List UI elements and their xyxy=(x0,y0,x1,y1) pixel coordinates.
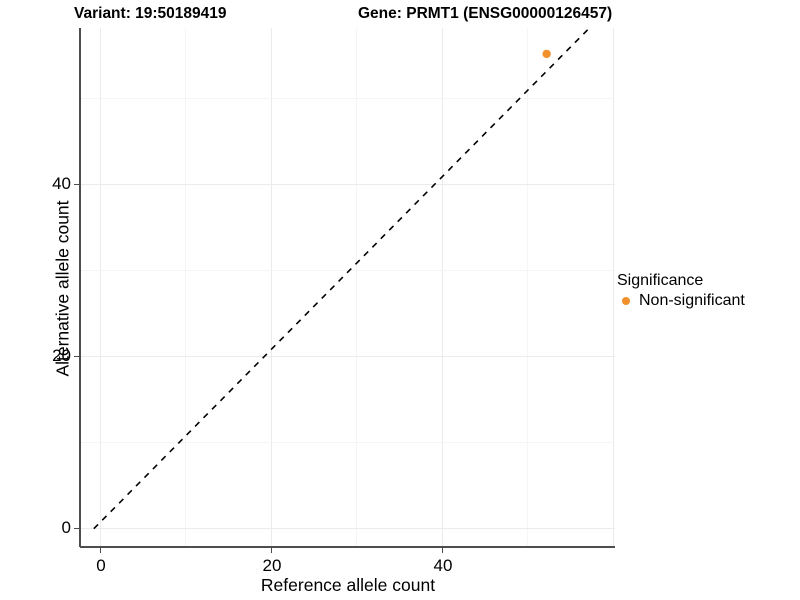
x-tick-label-0: 0 xyxy=(96,556,106,575)
y-tick-label-0: 0 xyxy=(61,518,71,537)
y-tick-mark-40 xyxy=(74,184,79,185)
y-tick-label-40: 40 xyxy=(52,174,71,193)
identity-reference-line xyxy=(93,28,591,530)
x-axis-title: Reference allele count xyxy=(260,575,436,595)
y-tick-label-20: 20 xyxy=(52,346,71,365)
legend-item-label: Non-significant xyxy=(639,292,745,309)
x-tick-mark-40 xyxy=(442,548,443,553)
plot-panel xyxy=(81,28,615,546)
legend: Significance Non-significant xyxy=(617,272,745,310)
gene-title: Gene: PRMT1 (ENSG00000126457) xyxy=(358,5,613,22)
minor-gridlines-horizontal xyxy=(81,98,615,443)
legend-key xyxy=(617,292,635,310)
x-tick-label-40: 40 xyxy=(433,556,453,575)
plot-canvas xyxy=(81,28,615,546)
variant-title: Variant: 19:50189419 xyxy=(74,5,227,22)
x-tick-label-20: 20 xyxy=(262,556,282,575)
minor-gridlines-vertical xyxy=(185,28,528,546)
y-axis-title: Alternative allele count xyxy=(52,200,73,377)
major-gridlines-horizontal xyxy=(81,184,615,529)
data-point xyxy=(542,49,551,59)
legend-title: Significance xyxy=(617,272,704,289)
x-tick-mark-0 xyxy=(100,548,101,553)
y-tick-mark-0 xyxy=(74,528,79,529)
y-axis-line xyxy=(79,28,81,547)
legend-dot-icon xyxy=(622,297,630,305)
y-tick-mark-20 xyxy=(74,356,79,357)
x-tick-mark-20 xyxy=(271,548,272,553)
major-gridlines-vertical xyxy=(100,28,614,546)
legend-item-non-significant[interactable]: Non-significant xyxy=(617,292,745,310)
x-axis-line xyxy=(80,546,615,548)
